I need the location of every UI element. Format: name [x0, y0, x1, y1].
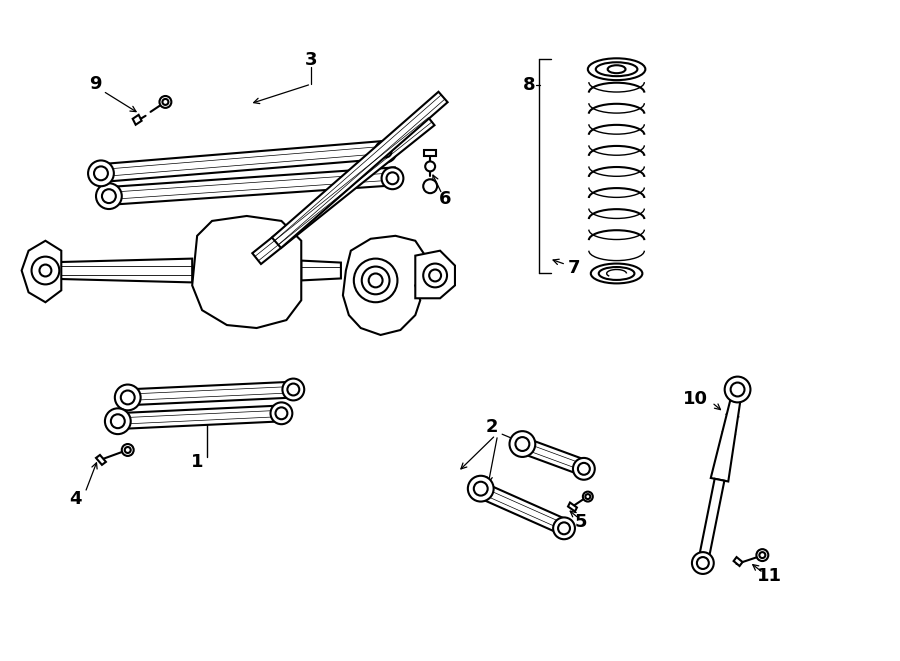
Ellipse shape	[608, 65, 625, 73]
Polygon shape	[517, 437, 590, 477]
Polygon shape	[124, 381, 297, 405]
Circle shape	[125, 447, 130, 453]
Text: 6: 6	[439, 190, 451, 208]
Circle shape	[731, 383, 744, 397]
Text: 9: 9	[89, 75, 102, 93]
Circle shape	[105, 408, 130, 434]
Circle shape	[283, 379, 304, 401]
Circle shape	[94, 167, 108, 180]
Circle shape	[573, 458, 595, 480]
Circle shape	[122, 444, 134, 456]
Polygon shape	[343, 236, 425, 335]
Text: 1: 1	[191, 453, 203, 471]
Polygon shape	[96, 455, 106, 465]
Circle shape	[760, 552, 765, 558]
Circle shape	[287, 383, 300, 395]
Text: 2: 2	[485, 418, 498, 436]
Polygon shape	[568, 502, 577, 512]
Circle shape	[692, 552, 714, 574]
Circle shape	[96, 183, 122, 209]
Circle shape	[516, 437, 529, 451]
Circle shape	[429, 270, 441, 282]
Circle shape	[558, 522, 570, 534]
Circle shape	[40, 264, 51, 276]
Circle shape	[585, 494, 590, 499]
Polygon shape	[193, 216, 302, 328]
Circle shape	[102, 189, 116, 203]
Circle shape	[697, 557, 709, 569]
Circle shape	[271, 403, 292, 424]
Circle shape	[111, 414, 125, 428]
Polygon shape	[22, 241, 61, 302]
Polygon shape	[272, 92, 447, 248]
Polygon shape	[474, 481, 571, 535]
Circle shape	[423, 179, 437, 193]
Circle shape	[354, 258, 398, 302]
Polygon shape	[105, 167, 396, 205]
Polygon shape	[415, 251, 455, 298]
Circle shape	[386, 173, 399, 184]
Circle shape	[374, 141, 397, 163]
Text: 11: 11	[757, 567, 782, 585]
Polygon shape	[734, 557, 742, 566]
Ellipse shape	[596, 62, 637, 76]
Circle shape	[115, 385, 140, 410]
Circle shape	[88, 161, 113, 186]
Polygon shape	[698, 479, 724, 564]
Ellipse shape	[598, 267, 634, 280]
Text: 3: 3	[305, 52, 318, 69]
Polygon shape	[114, 405, 284, 429]
Text: 5: 5	[574, 514, 587, 531]
Circle shape	[275, 407, 287, 419]
Circle shape	[425, 161, 435, 171]
Circle shape	[159, 96, 171, 108]
Polygon shape	[302, 260, 341, 280]
Polygon shape	[252, 114, 435, 264]
Circle shape	[369, 274, 382, 288]
Circle shape	[724, 377, 751, 403]
Circle shape	[554, 518, 575, 539]
Polygon shape	[424, 149, 436, 157]
Circle shape	[473, 482, 488, 496]
Text: 8: 8	[523, 76, 536, 94]
Circle shape	[162, 99, 168, 105]
Ellipse shape	[588, 58, 645, 80]
Polygon shape	[132, 115, 141, 125]
Polygon shape	[39, 258, 193, 282]
Circle shape	[423, 264, 447, 288]
Ellipse shape	[590, 264, 643, 284]
Circle shape	[362, 266, 390, 294]
Circle shape	[382, 167, 403, 189]
Circle shape	[468, 476, 493, 502]
Text: 4: 4	[69, 490, 81, 508]
Circle shape	[121, 391, 135, 405]
Circle shape	[583, 492, 593, 502]
Circle shape	[756, 549, 769, 561]
Circle shape	[32, 256, 59, 284]
Polygon shape	[711, 389, 742, 481]
Circle shape	[509, 431, 536, 457]
Circle shape	[380, 145, 392, 157]
Text: 10: 10	[683, 391, 708, 408]
Circle shape	[578, 463, 590, 475]
Text: 7: 7	[568, 258, 580, 276]
Polygon shape	[97, 141, 389, 182]
